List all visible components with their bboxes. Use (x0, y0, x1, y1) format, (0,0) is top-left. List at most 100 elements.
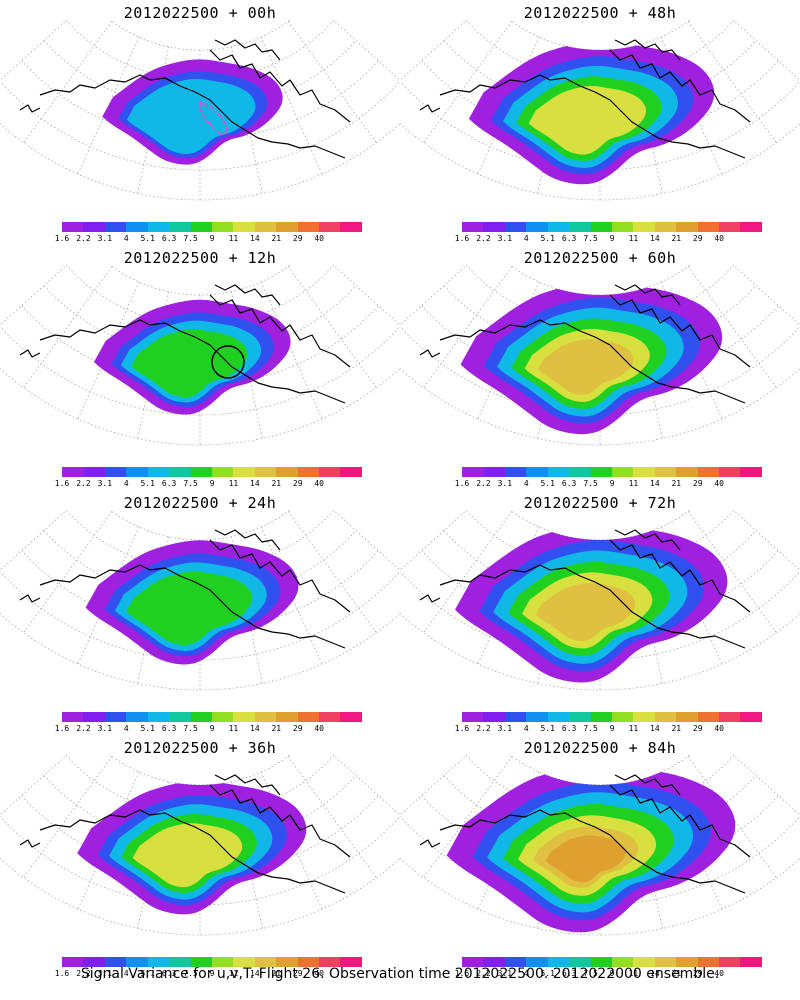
colorbar-swatch (611, 957, 634, 967)
colorbar-swatch (233, 222, 255, 232)
panel-title: 2012022500 + 36h (123, 739, 277, 757)
figure-caption: Signal Variance for u,v,T. Flight 26. Ob… (80, 966, 720, 982)
colorbar-label: 4 (123, 969, 129, 978)
coastline (419, 284, 751, 404)
forecast-map (400, 20, 800, 201)
panel-title: 2012022500 + 24h (123, 494, 277, 512)
colorbar-label: 14 (250, 234, 260, 243)
colorbar-swatch (547, 712, 570, 722)
map-panel: 2012022500 + 12h 1.6 2.2 3.1 4 5.1 6.3 7.5 9 11 14… (0, 245, 400, 490)
colorbar-label: 5.1 (140, 724, 155, 733)
colorbar-swatch (719, 467, 741, 477)
colorbar-label: 2.2 (76, 724, 91, 733)
colorbar-swatch (504, 712, 527, 722)
colorbar-label: 11 (628, 724, 639, 733)
colorbar-swatch (62, 712, 84, 722)
colorbar-label: 2.2 (476, 234, 491, 243)
colorbar-swatch (719, 712, 741, 722)
colorbar-label: 6.3 (561, 479, 577, 488)
colorbar-label: 21 (271, 969, 282, 978)
colorbar-label: 3.1 (97, 969, 113, 978)
panel-title: 2012022500 + 84h (523, 739, 677, 757)
panel-title: 2012022500 + 72h (523, 494, 677, 512)
colorbar-swatch (254, 957, 277, 967)
colorbar-swatch (633, 957, 655, 967)
colorbar-swatch (126, 957, 148, 967)
colorbar-swatch (526, 467, 548, 477)
colorbar-label: 29 (292, 969, 303, 978)
colorbar-swatch (340, 467, 362, 477)
colorbar-label: 6.3 (561, 969, 577, 978)
colorbar-label: 7.5 (583, 479, 598, 488)
contour-band (535, 583, 636, 642)
colorbar-swatch (104, 957, 127, 967)
colorbar-labels: 1.6 2.2 3.1 4 5.1 6.3 7.5 9 11 14 21 29 40 (55, 969, 362, 979)
colorbar-swatch (697, 467, 720, 477)
colorbar-label: 9 (209, 234, 215, 243)
colorbar-swatch (83, 467, 105, 477)
colorbar-swatch (526, 712, 548, 722)
variance-field (102, 59, 283, 165)
panel-title: 2012022500 + 48h (523, 4, 677, 22)
colorbar-swatch (83, 222, 105, 232)
coastline (19, 284, 351, 404)
colorbar-swatch (483, 957, 505, 967)
colorbar-swatch (276, 222, 298, 232)
colorbar-swatch (297, 467, 320, 477)
colorbar-swatch (190, 712, 212, 722)
colorbar-label: 6.3 (561, 234, 577, 243)
colorbar-swatch (719, 222, 741, 232)
colorbar-label: 2.2 (476, 479, 491, 488)
colorbar-swatch (676, 467, 698, 477)
colorbar-label: 9 (609, 479, 615, 488)
colorbar-label: 40 (714, 479, 724, 488)
colorbar-swatch (654, 222, 677, 232)
colorbar-swatch (126, 712, 148, 722)
colorbar-swatch (190, 957, 212, 967)
colorbar-label: 5.1 (140, 479, 155, 488)
colorbar-swatch (319, 467, 341, 477)
colorbar-swatch (126, 222, 148, 232)
colorbar-label: 7.5 (183, 234, 198, 243)
colorbar-label: 40 (314, 479, 324, 488)
colorbar-label: 29 (692, 724, 703, 733)
colorbar-swatch (169, 222, 191, 232)
colorbar-label: 11 (628, 234, 639, 243)
colorbar-label: 7.5 (183, 479, 198, 488)
colorbar (462, 467, 762, 477)
colorbar-label: 6.3 (161, 234, 177, 243)
contour-band (126, 78, 256, 154)
colorbar-label: 5.1 (140, 969, 155, 978)
colorbar-swatch (147, 957, 170, 967)
colorbar-labels: 1.6 2.2 3.1 4 5.1 6.3 7.5 9 11 14 21 29 40 (55, 724, 362, 734)
colorbar-swatch (340, 712, 362, 722)
colorbar-labels: 1.6 2.2 3.1 4 5.1 6.3 7.5 9 11 14 21 29 40 (455, 479, 762, 489)
colorbar-label: 9 (609, 724, 615, 733)
colorbar-swatch (104, 222, 127, 232)
colorbar-label: 3.1 (497, 479, 513, 488)
colorbar-label: 11 (228, 724, 239, 733)
colorbar-swatch (169, 957, 191, 967)
colorbar-labels: 1.6 2.2 3.1 4 5.1 6.3 7.5 9 11 14 21 29 40 (55, 479, 362, 489)
colorbar-swatch (590, 467, 612, 477)
colorbar-label: 29 (292, 724, 303, 733)
colorbar-label: 1.6 (54, 479, 70, 488)
colorbar-swatch (340, 957, 362, 967)
colorbar-swatch (169, 467, 191, 477)
colorbar-swatch (462, 467, 484, 477)
colorbar-swatch (697, 957, 720, 967)
colorbar-label: 5.1 (540, 724, 555, 733)
colorbar-label: 2.2 (476, 969, 491, 978)
map-panel: 2012022500 + 60h 1.6 2.2 3.1 4 5.1 6.3 7.5 9 11 14… (400, 245, 800, 490)
colorbar-label: 40 (314, 234, 324, 243)
colorbar-swatch (319, 222, 341, 232)
colorbar-label: 21 (271, 234, 282, 243)
forecast-map (0, 20, 400, 201)
colorbar-label: 21 (671, 724, 682, 733)
colorbar-label: 5.1 (540, 479, 555, 488)
colorbar-label: 9 (609, 234, 615, 243)
colorbar-swatch (211, 467, 234, 477)
colorbar-label: 21 (671, 969, 682, 978)
colorbar-swatch (462, 222, 484, 232)
colorbar-label: 29 (692, 479, 703, 488)
